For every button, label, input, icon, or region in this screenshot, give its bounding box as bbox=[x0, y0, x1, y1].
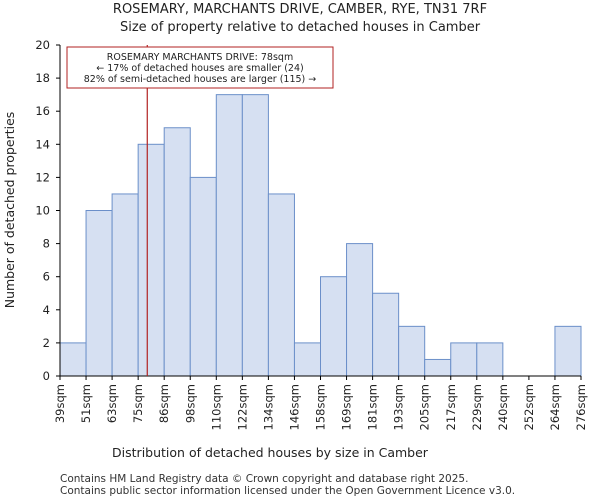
x-tick-label-146sqm: 146sqm bbox=[287, 384, 301, 430]
x-tick-label-217sqm: 217sqm bbox=[444, 384, 458, 430]
chart-title: ROSEMARY, MARCHANTS DRIVE, CAMBER, RYE, … bbox=[112, 2, 488, 17]
x-tick-label-205sqm: 205sqm bbox=[418, 384, 432, 430]
y-tick-label-14: 14 bbox=[35, 137, 50, 151]
annotation-box: ROSEMARY MARCHANTS DRIVE: 78sqm ← 17% of… bbox=[66, 46, 334, 89]
y-tick-label-18: 18 bbox=[35, 71, 50, 85]
x-tick-label-252sqm: 252sqm bbox=[522, 384, 536, 430]
bars-layer bbox=[59, 94, 582, 377]
bar-205sqm bbox=[424, 358, 452, 377]
x-axis-label: Distribution of detached houses by size … bbox=[112, 445, 429, 460]
x-tick-label-98sqm: 98sqm bbox=[183, 384, 197, 423]
bar-134sqm bbox=[267, 193, 295, 377]
footer-line-2: Contains public sector information licen… bbox=[60, 485, 516, 497]
footer-line-1: Contains HM Land Registry data © Crown c… bbox=[60, 473, 469, 485]
x-tick-label-240sqm: 240sqm bbox=[496, 384, 510, 430]
bar-229sqm bbox=[476, 342, 504, 377]
ticks-layer: 0 2 4 6 8 10 12 14 16 18 20 39sqm 51sqm 63sqm 75sqm 86s… bbox=[35, 38, 588, 430]
x-tick-label-63sqm: 63sqm bbox=[105, 384, 119, 423]
bar-75sqm bbox=[137, 143, 165, 377]
annotation-line-1: ROSEMARY MARCHANTS DRIVE: 78sqm bbox=[107, 52, 293, 63]
annotation-line-2: ← 17% of detached houses are smaller (24… bbox=[96, 63, 303, 74]
x-tick-label-75sqm: 75sqm bbox=[131, 384, 145, 423]
bar-169sqm bbox=[346, 243, 374, 377]
bar-146sqm bbox=[293, 342, 322, 377]
x-tick-label-181sqm: 181sqm bbox=[366, 384, 380, 430]
y-axis-label: Number of detached properties bbox=[2, 112, 17, 309]
y-tick-label-16: 16 bbox=[35, 104, 50, 118]
y-tick-label-12: 12 bbox=[35, 170, 50, 184]
x-tick-label-122sqm: 122sqm bbox=[235, 384, 249, 430]
bar-122sqm bbox=[241, 94, 269, 377]
x-tick-label-229sqm: 229sqm bbox=[470, 384, 484, 430]
y-tick-label-0: 0 bbox=[43, 369, 50, 383]
bar-193sqm bbox=[398, 325, 426, 377]
x-tick-label-158sqm: 158sqm bbox=[314, 384, 328, 430]
x-tick-label-39sqm: 39sqm bbox=[53, 384, 67, 423]
y-tick-label-4: 4 bbox=[43, 303, 50, 317]
bar-158sqm bbox=[320, 276, 348, 377]
y-tick-label-6: 6 bbox=[43, 270, 50, 284]
bar-63sqm bbox=[111, 193, 139, 377]
bar-110sqm bbox=[215, 94, 243, 377]
x-tick-label-51sqm: 51sqm bbox=[79, 384, 93, 423]
bar-98sqm bbox=[189, 176, 217, 377]
y-tick-label-10: 10 bbox=[35, 204, 50, 218]
annotation-line-3: 82% of semi-detached houses are larger (… bbox=[84, 74, 317, 85]
y-tick-label-8: 8 bbox=[43, 237, 50, 251]
x-tick-label-134sqm: 134sqm bbox=[261, 384, 275, 430]
x-tick-label-169sqm: 169sqm bbox=[340, 384, 354, 430]
x-tick-label-264sqm: 264sqm bbox=[548, 384, 562, 430]
x-tick-label-276sqm: 276sqm bbox=[574, 384, 588, 430]
y-tick-label-20: 20 bbox=[35, 38, 50, 52]
bar-86sqm bbox=[163, 127, 191, 377]
x-tick-label-86sqm: 86sqm bbox=[157, 384, 171, 423]
x-tick-label-110sqm: 110sqm bbox=[209, 384, 223, 430]
bar-264sqm bbox=[554, 325, 582, 377]
bar-217sqm bbox=[450, 342, 478, 377]
bar-51sqm bbox=[85, 210, 113, 377]
y-tick-label-2: 2 bbox=[43, 336, 50, 350]
x-tick-label-193sqm: 193sqm bbox=[392, 384, 406, 430]
chart-subtitle: Size of property relative to detached ho… bbox=[119, 20, 481, 35]
bar-39sqm bbox=[59, 342, 87, 377]
bar-181sqm bbox=[372, 292, 400, 377]
